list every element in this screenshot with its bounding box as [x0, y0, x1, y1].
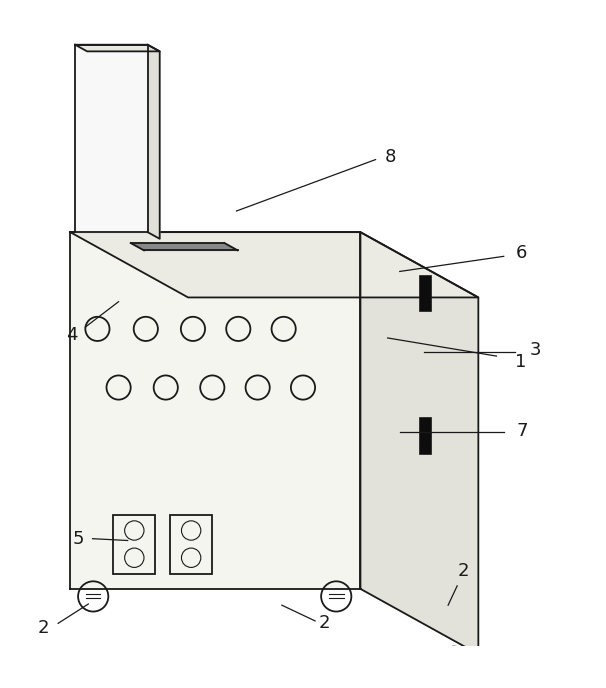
Bar: [419, 416, 431, 454]
Bar: [170, 515, 212, 574]
Text: 7: 7: [516, 422, 528, 440]
Bar: [113, 515, 156, 574]
Polygon shape: [75, 45, 148, 232]
Text: 6: 6: [516, 244, 528, 262]
Polygon shape: [75, 45, 160, 52]
Polygon shape: [70, 232, 361, 589]
Text: 1: 1: [515, 353, 527, 371]
Text: 2: 2: [318, 614, 330, 632]
Bar: [419, 275, 431, 312]
Text: 3: 3: [530, 341, 542, 359]
Text: 4: 4: [66, 326, 78, 344]
Polygon shape: [148, 45, 160, 239]
Text: 5: 5: [72, 530, 84, 548]
Polygon shape: [131, 243, 238, 250]
Polygon shape: [70, 232, 478, 297]
Text: 2: 2: [458, 561, 469, 580]
Text: 2: 2: [37, 619, 48, 637]
Polygon shape: [361, 232, 478, 654]
Text: 8: 8: [385, 147, 396, 166]
